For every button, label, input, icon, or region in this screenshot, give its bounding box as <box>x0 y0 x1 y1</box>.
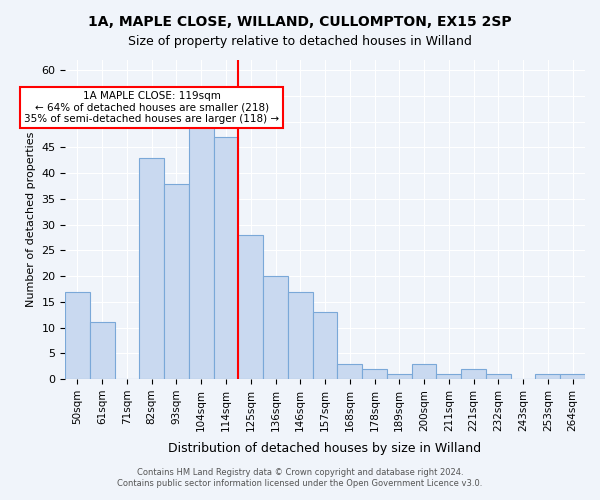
Bar <box>486 374 511 379</box>
Bar <box>337 364 362 379</box>
Bar <box>90 322 115 379</box>
Text: 1A MAPLE CLOSE: 119sqm
← 64% of detached houses are smaller (218)
35% of semi-de: 1A MAPLE CLOSE: 119sqm ← 64% of detached… <box>24 91 279 124</box>
Bar <box>214 137 238 379</box>
Bar <box>164 184 189 379</box>
X-axis label: Distribution of detached houses by size in Willand: Distribution of detached houses by size … <box>169 442 482 455</box>
Bar <box>560 374 585 379</box>
Text: Contains HM Land Registry data © Crown copyright and database right 2024.
Contai: Contains HM Land Registry data © Crown c… <box>118 468 482 487</box>
Y-axis label: Number of detached properties: Number of detached properties <box>26 132 35 307</box>
Bar <box>387 374 412 379</box>
Bar <box>362 369 387 379</box>
Bar <box>238 235 263 379</box>
Bar <box>65 292 90 379</box>
Bar <box>288 292 313 379</box>
Bar <box>412 364 436 379</box>
Text: 1A, MAPLE CLOSE, WILLAND, CULLOMPTON, EX15 2SP: 1A, MAPLE CLOSE, WILLAND, CULLOMPTON, EX… <box>88 15 512 29</box>
Bar <box>263 276 288 379</box>
Bar <box>535 374 560 379</box>
Bar <box>313 312 337 379</box>
Bar <box>189 122 214 379</box>
Bar <box>436 374 461 379</box>
Bar <box>139 158 164 379</box>
Bar <box>461 369 486 379</box>
Text: Size of property relative to detached houses in Willand: Size of property relative to detached ho… <box>128 35 472 48</box>
